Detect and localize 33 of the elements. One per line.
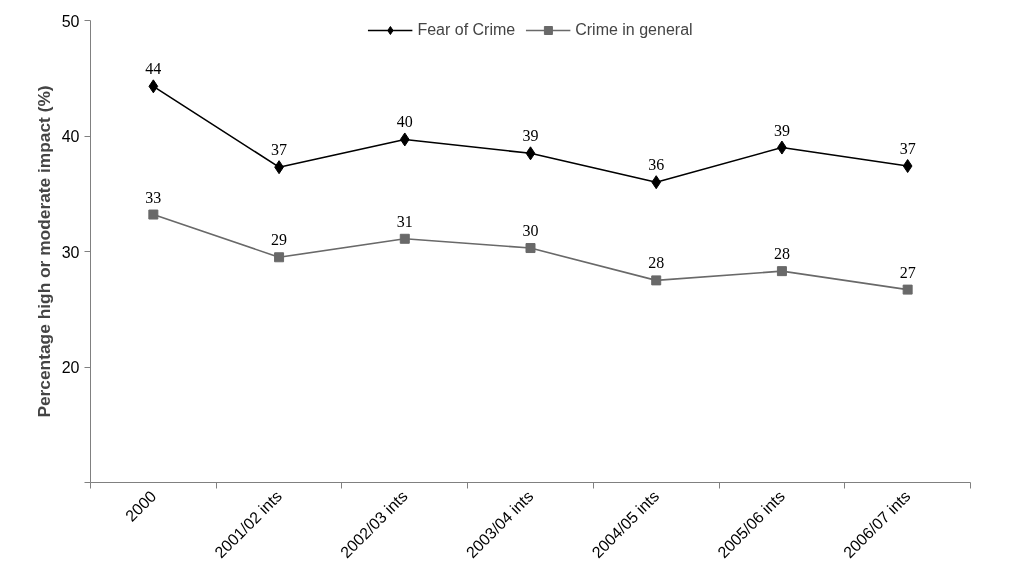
- data-label: 44: [145, 60, 162, 78]
- data-label: 28: [773, 245, 790, 263]
- point: [525, 243, 536, 254]
- point: [399, 233, 410, 244]
- point: [651, 275, 662, 286]
- data-label: 33: [145, 188, 162, 206]
- y-tick-label: 40: [61, 128, 80, 145]
- legend-label: Crime in general: [575, 21, 693, 39]
- data-label: 37: [899, 140, 916, 158]
- legend-label: Fear of Crime: [417, 21, 516, 39]
- data-label: 31: [396, 212, 413, 230]
- data-label: 27: [899, 263, 916, 281]
- point: [902, 284, 913, 295]
- data-label: 37: [271, 141, 288, 159]
- point: [525, 146, 536, 161]
- y-tick-label: 50: [61, 12, 80, 30]
- data-label: 39: [522, 127, 539, 145]
- point: [399, 132, 410, 147]
- point: [148, 79, 159, 94]
- point: [274, 252, 285, 263]
- data-label: 36: [648, 156, 665, 174]
- y-axis-title: Percentage high or moderate impact (%): [33, 85, 54, 418]
- point: [148, 209, 159, 220]
- data-label: 40: [396, 113, 413, 131]
- data-label: 28: [648, 254, 665, 272]
- y-tick-label: 30: [61, 243, 80, 261]
- point: [651, 175, 662, 190]
- y-tick-label: 20: [61, 359, 80, 376]
- data-label: 30: [522, 222, 539, 240]
- data-label: 39: [773, 121, 790, 139]
- point: [902, 159, 913, 174]
- data-label: 29: [271, 231, 288, 249]
- point: [776, 266, 787, 277]
